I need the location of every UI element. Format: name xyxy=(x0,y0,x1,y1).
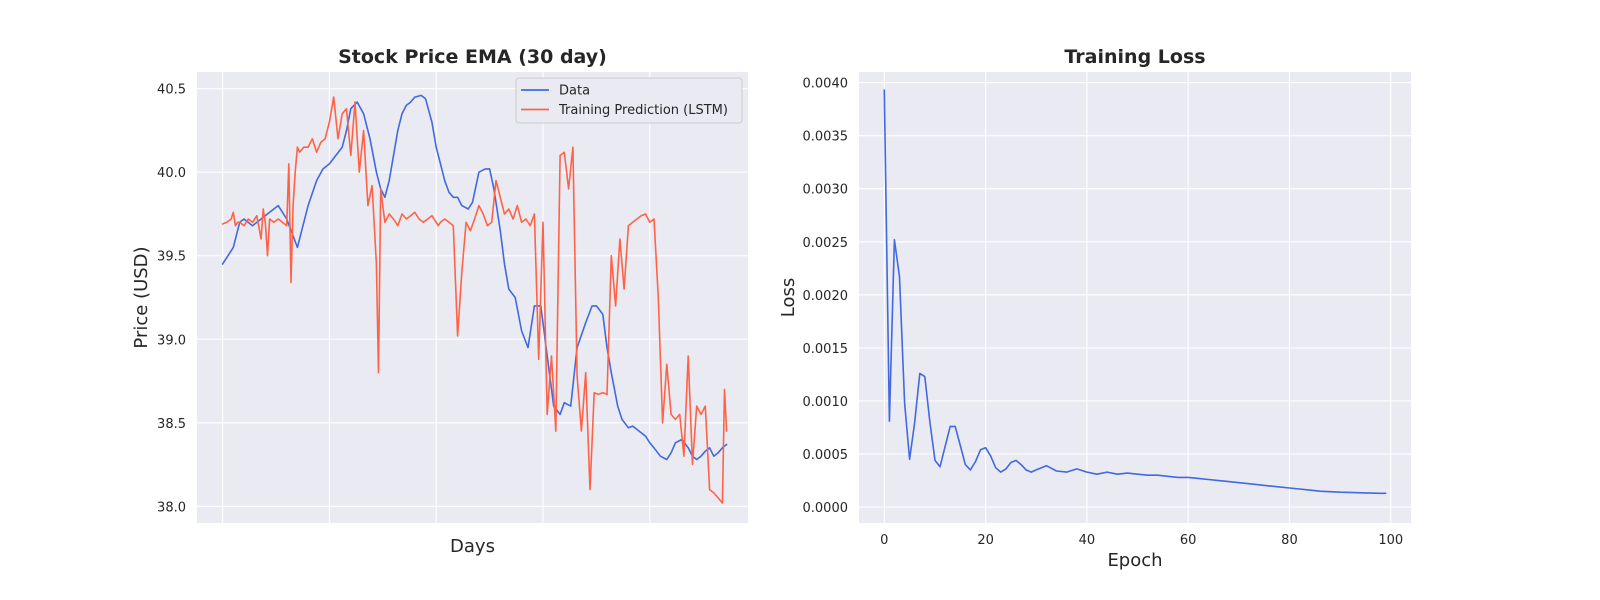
stock-y-axis-label: Price (USD) xyxy=(131,246,152,348)
y-tick-label: 0.0035 xyxy=(803,130,849,145)
series-line-loss xyxy=(883,89,1387,495)
series-line-training-prediction-lstm- xyxy=(221,96,728,504)
y-tick-label: 0.0000 xyxy=(803,501,849,516)
y-tick-label: 0.0020 xyxy=(803,289,849,304)
loss-y-axis-label: Loss xyxy=(778,278,799,317)
stock-legend: Data Training Prediction (LSTM) xyxy=(515,77,743,124)
x-tick-label: 0 xyxy=(880,533,888,548)
y-tick-label: 0.0030 xyxy=(803,183,849,198)
y-tick-label: 40.5 xyxy=(157,83,186,98)
training-loss-panel: 0.0000 0.0005 0.0010 0.0015 0.0020 0.0025 0.00… xyxy=(778,46,1411,571)
y-tick-label: 38.0 xyxy=(157,500,186,515)
y-tick-label: 39.0 xyxy=(157,333,186,348)
y-tick-label: 0.0010 xyxy=(803,395,849,410)
legend-box xyxy=(515,77,743,124)
x-tick-label: 40 xyxy=(1079,533,1096,548)
y-tick-label: 0.0025 xyxy=(803,236,849,251)
loss-plot-area xyxy=(859,72,1411,523)
stock-tick-labels: 38.0 38.5 39.0 39.5 40.0 40.5 xyxy=(157,83,186,516)
y-tick-label: 39.5 xyxy=(157,250,186,265)
x-tick-label: 100 xyxy=(1378,533,1403,548)
loss-tick-labels: 0.0000 0.0005 0.0010 0.0015 0.0020 0.0025 0.00… xyxy=(803,77,1404,548)
legend-label-lstm: Training Prediction (LSTM) xyxy=(558,103,728,118)
y-tick-label: 0.0015 xyxy=(803,342,849,357)
legend-label-data: Data xyxy=(559,84,590,99)
y-tick-label: 0.0005 xyxy=(803,448,849,463)
y-tick-label: 38.5 xyxy=(157,417,186,432)
stock-plot-area xyxy=(197,72,748,523)
stock-series xyxy=(221,94,728,504)
loss-series xyxy=(883,89,1387,495)
stock-x-axis-label: Days xyxy=(450,536,495,557)
series-line-data xyxy=(221,94,728,461)
x-tick-label: 80 xyxy=(1281,533,1298,548)
loss-x-axis-label: Epoch xyxy=(1107,550,1162,571)
loss-grid xyxy=(859,72,1411,523)
x-tick-label: 60 xyxy=(1180,533,1197,548)
loss-chart-title: Training Loss xyxy=(1064,46,1205,68)
stock-price-panel: 38.0 38.5 39.0 39.5 40.0 40.5 Stock Price EMA… xyxy=(131,46,748,557)
x-tick-label: 20 xyxy=(977,533,994,548)
y-tick-label: 40.0 xyxy=(157,166,186,181)
stock-chart-title: Stock Price EMA (30 day) xyxy=(338,46,607,68)
y-tick-label: 0.0040 xyxy=(803,77,849,92)
